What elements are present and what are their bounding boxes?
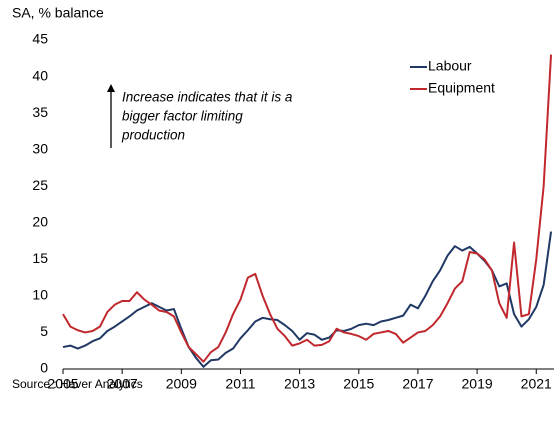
annotation-arrowhead xyxy=(107,84,115,92)
x-tick-label: 2005 xyxy=(47,376,78,392)
y-tick-label: 45 xyxy=(32,31,48,47)
y-tick-label: 25 xyxy=(32,177,48,193)
y-tick-label: 15 xyxy=(32,250,48,266)
legend-label: Labour xyxy=(428,58,472,74)
annotation: bigger factor limiting xyxy=(122,109,243,124)
x-tick-label: 2011 xyxy=(225,376,255,392)
y-tick-label: 40 xyxy=(32,67,48,83)
y-tick-label: 10 xyxy=(32,287,48,303)
x-tick-label: 2021 xyxy=(521,376,552,392)
y-tick-label: 5 xyxy=(40,323,48,339)
x-tick-label: 2009 xyxy=(166,376,197,392)
y-tick-label: 35 xyxy=(32,104,48,120)
annotation: Increase indicates that it is a xyxy=(122,90,293,105)
y-axis-label: SA, % balance xyxy=(12,5,104,21)
source: Source : Haver Analytics xyxy=(12,377,143,391)
x-tick-label: 2007 xyxy=(107,376,138,392)
line-series xyxy=(62,231,553,368)
x-tick-label: 2017 xyxy=(402,376,433,392)
line-series xyxy=(62,54,553,363)
y-tick-label: 0 xyxy=(40,360,48,376)
annotation: production xyxy=(121,128,185,143)
y-tick-label: 30 xyxy=(32,140,48,156)
x-tick-label: 2019 xyxy=(462,376,493,392)
legend-label: Equipment xyxy=(428,80,495,96)
y-tick-label: 20 xyxy=(32,213,48,229)
x-tick-label: 2013 xyxy=(284,376,315,392)
x-tick-label: 2015 xyxy=(343,376,374,392)
